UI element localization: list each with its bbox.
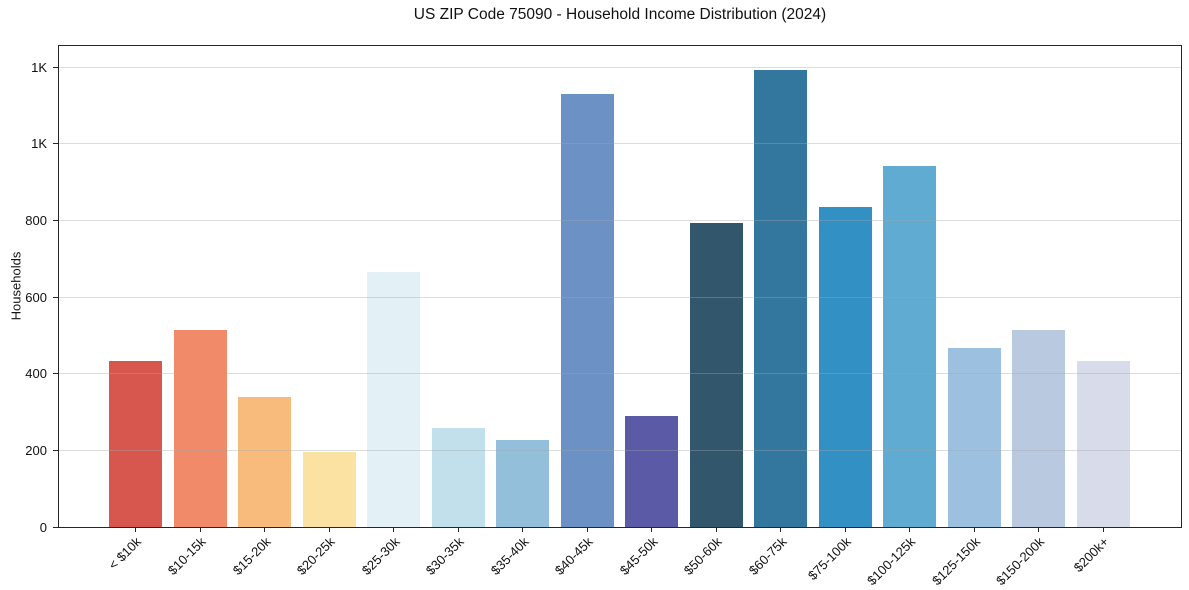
bar [754, 70, 808, 527]
x-tick-label: $35-40k [487, 534, 532, 578]
x-tick-mark [780, 527, 782, 532]
bar [625, 416, 679, 527]
bar [1076, 361, 1130, 527]
y-tick-mark [53, 449, 58, 451]
x-tick-label: $10-15k [164, 534, 209, 578]
y-tick-label: 1K [31, 59, 47, 75]
y-tick-mark [53, 66, 58, 68]
x-tick-label: $50-60k [681, 534, 725, 578]
x-tick-mark [328, 527, 330, 532]
x-tick-mark [1102, 527, 1104, 532]
bar [689, 223, 743, 527]
chart-title: US ZIP Code 75090 - Household Income Dis… [413, 6, 827, 23]
x-tick-label: $60-75k [745, 534, 790, 578]
bar [947, 348, 1001, 527]
bar [431, 427, 485, 527]
x-tick-label: $200k+ [1071, 534, 1113, 576]
bar [302, 451, 356, 527]
bar [238, 397, 292, 527]
x-tick-mark [457, 527, 459, 532]
y-tick-label: 600 [25, 289, 47, 305]
x-tick-mark [1038, 527, 1040, 532]
bar [1012, 329, 1066, 527]
gridline [59, 449, 1181, 451]
y-tick-label: 1K [31, 136, 47, 152]
gridline [59, 296, 1181, 298]
x-tick-label: $40-45k [551, 534, 596, 578]
x-tick-mark [199, 527, 201, 532]
y-tick-mark [53, 219, 58, 221]
x-tick-label: $45-50k [616, 534, 661, 578]
x-tick-label: < $10k [105, 534, 145, 573]
x-tick-mark [973, 527, 975, 532]
x-tick-mark [715, 527, 717, 532]
bar [883, 166, 937, 527]
bar [818, 206, 872, 527]
x-tick-mark [522, 527, 524, 532]
gridline [59, 219, 1181, 221]
y-tick-mark [53, 143, 58, 145]
bar [496, 440, 550, 527]
bar [560, 93, 614, 527]
y-tick-mark [53, 296, 58, 298]
y-tick-label: 800 [25, 212, 47, 228]
x-tick-mark [586, 527, 588, 532]
x-tick-label: $25-30k [358, 534, 403, 578]
gridline [59, 143, 1181, 145]
y-tick-label: 400 [25, 366, 47, 382]
plot-area [58, 45, 1182, 528]
x-tick-mark [909, 527, 911, 532]
x-tick-label: $150-200k [993, 534, 1048, 589]
bar [367, 272, 421, 527]
bar [173, 330, 227, 527]
gridline [59, 66, 1181, 68]
x-tick-label: $100-125k [864, 534, 919, 589]
x-tick-mark [393, 527, 395, 532]
x-tick-label: $30-35k [422, 534, 467, 578]
x-tick-label: $125-150k [928, 534, 983, 589]
x-tick-mark [264, 527, 266, 532]
x-tick-label: $15-20k [229, 534, 274, 578]
y-tick-label: 200 [25, 442, 47, 458]
x-tick-mark [651, 527, 653, 532]
y-axis-title: Households [8, 251, 24, 321]
x-tick-mark [844, 527, 846, 532]
x-tick-mark [135, 527, 136, 532]
y-tick-label: 0 [39, 519, 47, 535]
x-tick-label: $20-25k [293, 534, 338, 578]
gridline [59, 373, 1181, 375]
x-tick-label: $75-100k [804, 534, 854, 583]
y-tick-mark [53, 373, 58, 375]
bar [109, 361, 162, 527]
y-tick-mark [53, 526, 58, 528]
